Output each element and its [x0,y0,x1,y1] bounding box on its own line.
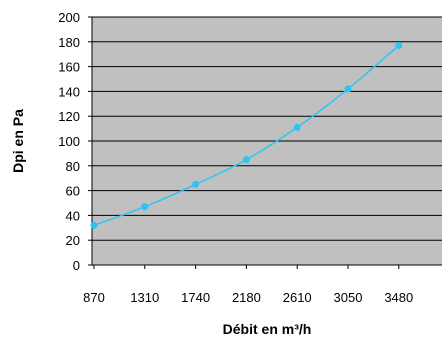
data-point-6 [395,42,403,50]
y-tick-label: 0 [73,258,80,273]
data-point-5 [344,85,352,93]
y-tick-label: 20 [66,233,80,248]
data-point-3 [242,156,250,164]
y-axis-title: Dpi en Pa [10,109,26,173]
x-tick-label: 2610 [283,290,312,305]
x-tick-labels: 870 1310 1740 2180 2610 3050 3480 [83,265,413,305]
y-tick-label: 180 [58,35,80,50]
gridlines [92,16,442,241]
y-tick-label: 40 [66,208,80,223]
data-point-4 [293,123,301,131]
x-axis-title: Débit en m³/h [223,321,312,337]
y-tick-label: 140 [58,84,80,99]
data-point-1 [141,203,149,211]
x-tick-label: 3480 [384,290,413,305]
x-tick-label: 2180 [232,290,261,305]
data-point-2 [192,180,200,188]
y-tick-label: 100 [58,134,80,149]
data-point-0 [90,221,98,229]
x-tick-label: 870 [83,290,105,305]
x-tick-label: 1740 [181,290,210,305]
y-tick-label: 120 [58,109,80,124]
y-tick-labels: 0 20 40 60 80 100 120 140 160 180 200 [58,10,92,273]
y-tick-label: 80 [66,159,80,174]
y-tick-label: 60 [66,184,80,199]
x-tick-label: 3050 [334,290,363,305]
y-tick-label: 200 [58,10,80,25]
x-tick-label: 1310 [130,290,159,305]
y-tick-label: 160 [58,60,80,75]
series-group [90,42,403,229]
